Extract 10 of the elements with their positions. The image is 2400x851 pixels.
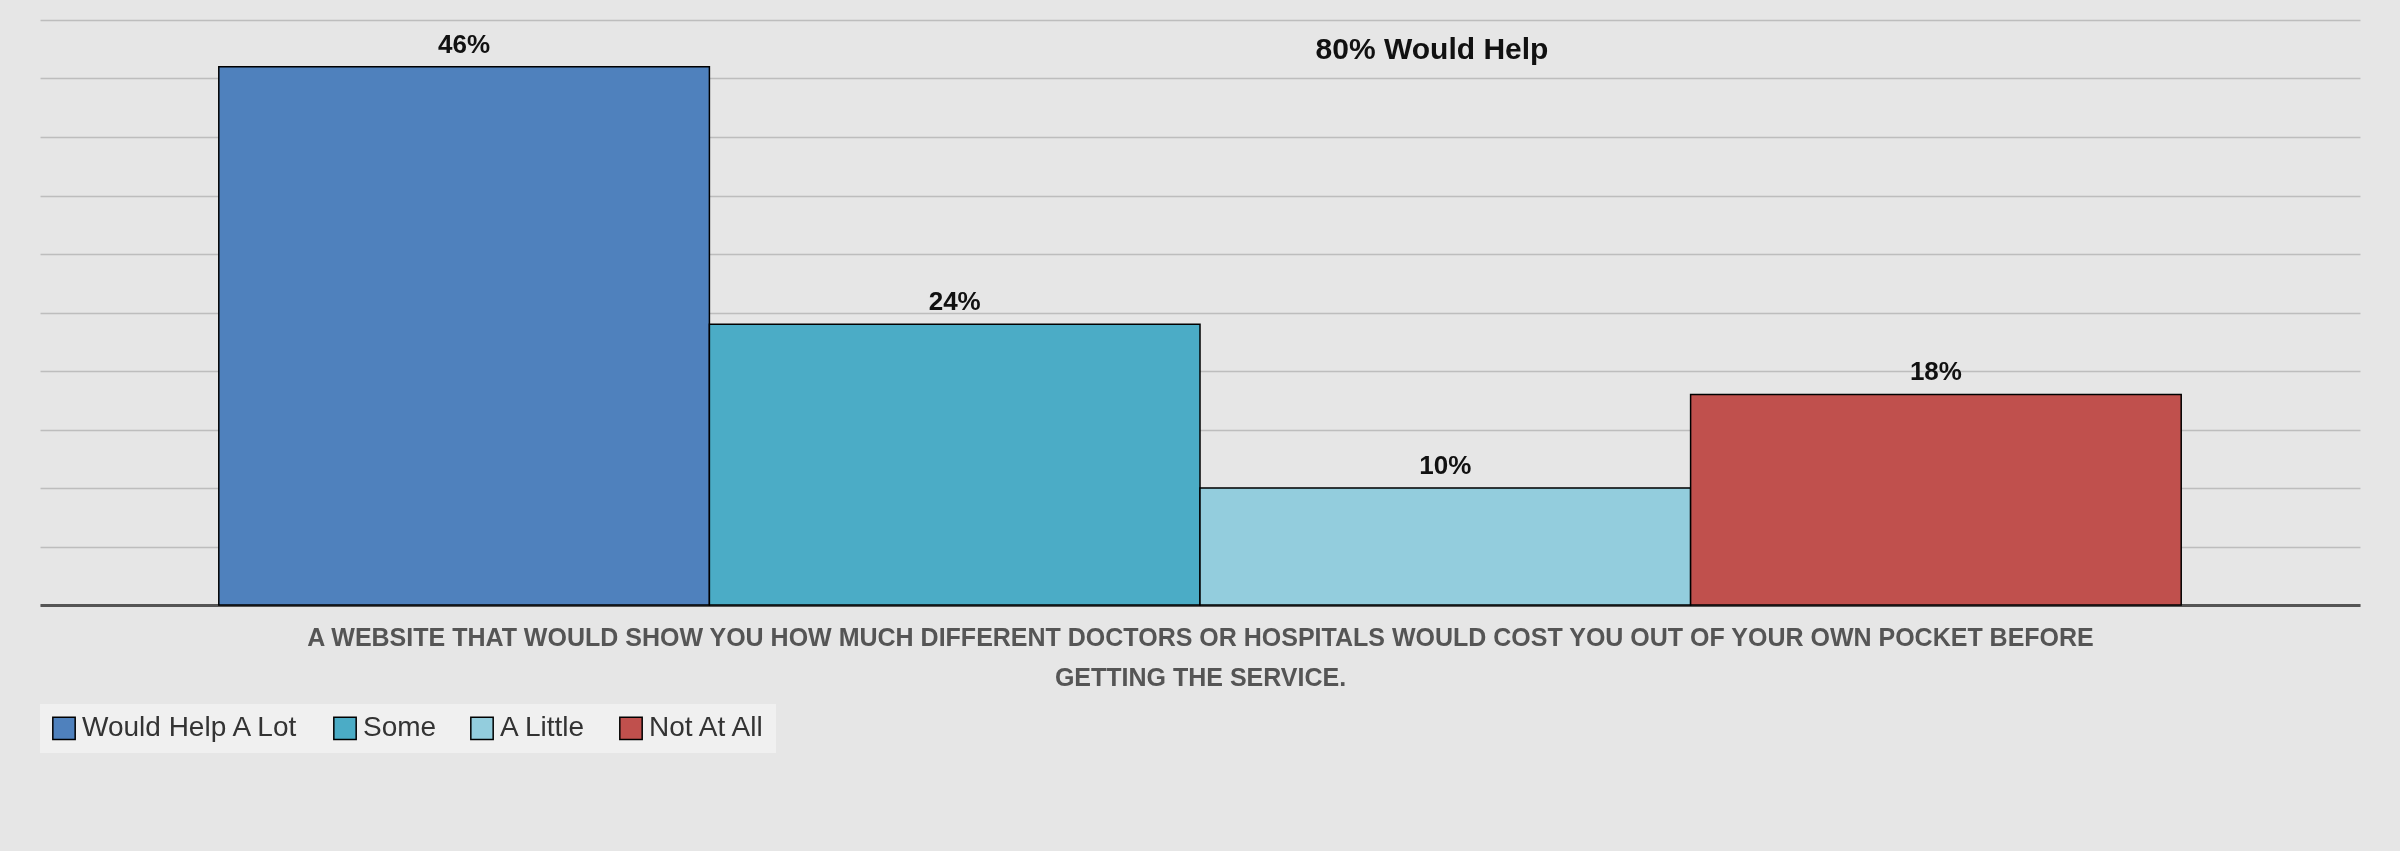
x-axis-title: A WEBSITE THAT WOULD SHOW YOU HOW MUCH DIFFERENT DOCTORS OR HOSPITALS WOULD COST YOU OUT OF YOUR OWN POCKET BEFORE GETTING THE SERVICE.	[307, 622, 2094, 691]
data-label: 18%	[1909, 356, 1962, 387]
data-label: 24%	[928, 286, 981, 317]
data-label: 46%	[438, 28, 491, 59]
legend-label: Some	[363, 711, 437, 743]
data-label: 10%	[1419, 450, 1472, 480]
legend-label: Would Help A Lot	[82, 711, 297, 743]
annotation: 80% Would Help	[1315, 32, 1549, 65]
legend-label: A Little	[500, 711, 585, 743]
legend-label: Not At All	[649, 711, 763, 743]
